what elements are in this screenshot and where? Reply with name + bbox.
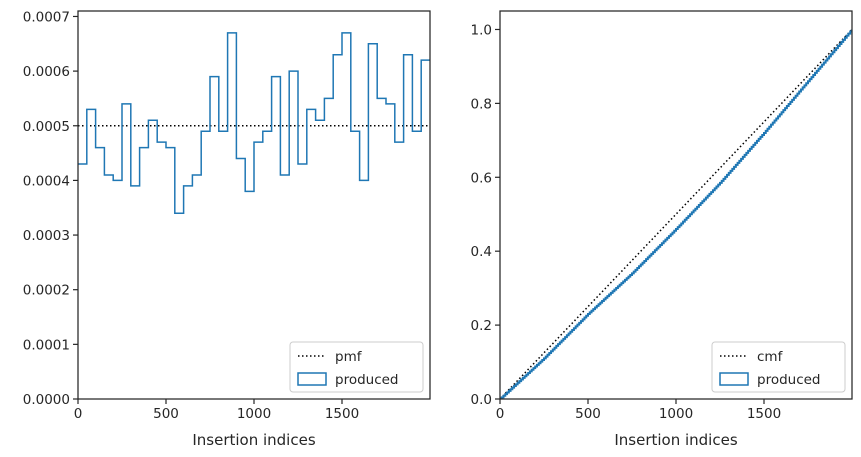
x-axis-label: Insertion indices (614, 431, 737, 449)
legend-box (711, 341, 846, 393)
x-tick-label: 500 (153, 406, 179, 422)
y-tick-label: 0.0003 (23, 228, 70, 244)
legend-label-cmf: cmf (757, 349, 784, 365)
x-tick-label: 1000 (659, 406, 693, 422)
y-tick-label: 0.0001 (23, 337, 70, 353)
legend-label-pmf: pmf (335, 349, 363, 365)
right-chart: 0 500 1000 1500 0.0 0.2 0.4 0.6 0.8 1.0 Insertion … (471, 10, 853, 449)
legend-swatch-produced (719, 372, 749, 386)
legend-swatch-produced (297, 372, 327, 386)
x-tick-label: 1500 (747, 406, 781, 422)
x-tick-label: 1000 (237, 406, 271, 422)
legend-box (289, 341, 424, 393)
y-tick-label: 0.0000 (23, 392, 70, 408)
legend-label-produced: produced (335, 372, 399, 388)
y-tick-label: 0.0004 (23, 173, 70, 189)
y-tick-label: 0.0002 (23, 283, 70, 299)
legend: pmf produced (289, 341, 424, 393)
plot-area (500, 28, 852, 399)
y-tick-label: 0.2 (471, 318, 492, 334)
x-tick-label: 0 (74, 406, 83, 422)
left-chart: 0 500 1000 1500 0.0000 0.0001 0.0002 0.0003 0.00… (23, 9, 431, 449)
y-tick-label: 0.0 (471, 392, 492, 408)
y-tick-label: 0.4 (471, 244, 492, 260)
x-tick-label: 500 (575, 406, 601, 422)
axes-frame (499, 10, 853, 400)
y-tick-label: 0.8 (471, 96, 492, 112)
x-tick-label: 1500 (325, 406, 359, 422)
x-tick-label: 0 (496, 406, 505, 422)
y-tick-label: 0.0007 (23, 9, 70, 25)
produced-step (78, 32, 430, 214)
y-tick-label: 0.6 (471, 170, 492, 186)
y-tick-label: 1.0 (471, 22, 492, 38)
y-tick-label: 0.0006 (23, 64, 70, 80)
plot-area (78, 32, 430, 214)
y-tick-label: 0.0005 (23, 119, 70, 135)
legend: cmf produced (711, 341, 846, 393)
cmf-line (500, 28, 852, 399)
produced-cumulative (500, 29, 852, 399)
legend-label-produced: produced (757, 372, 821, 388)
x-axis-label: Insertion indices (192, 431, 315, 449)
